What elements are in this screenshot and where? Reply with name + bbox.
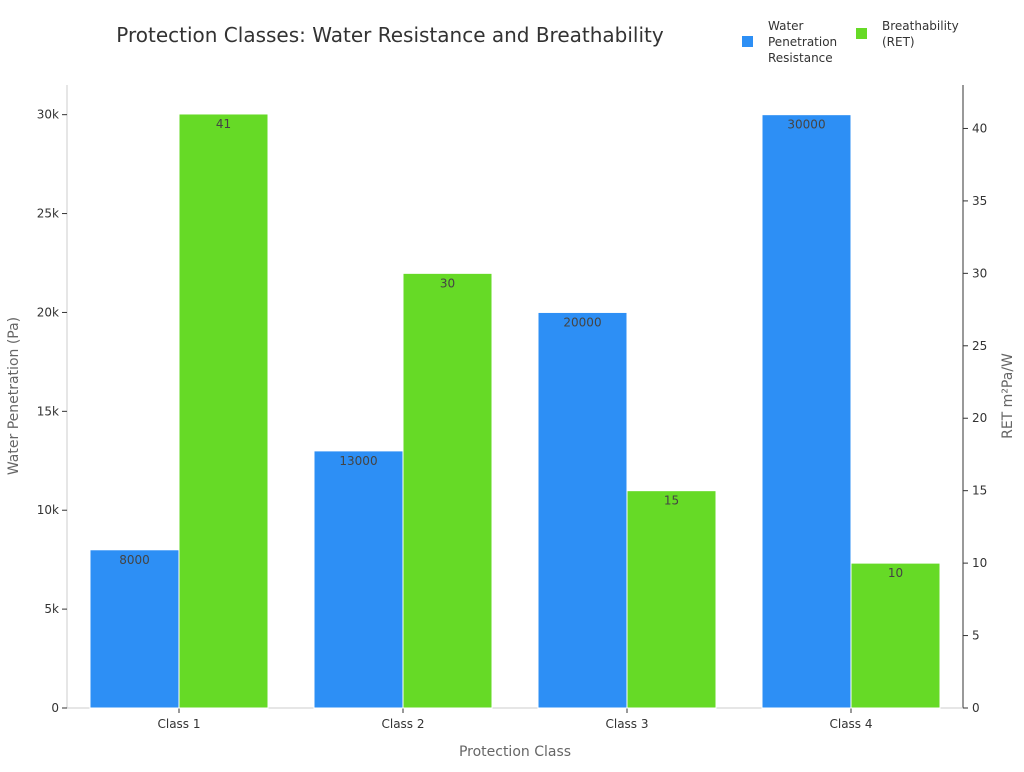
y2-tick-label: 5 xyxy=(972,629,980,643)
y2-tick-label: 35 xyxy=(972,194,987,208)
data-label: 20000 xyxy=(563,315,601,329)
data-label: 30 xyxy=(440,276,455,290)
y2-tick-label: 20 xyxy=(972,411,987,425)
bar xyxy=(313,450,404,709)
legend-label: Water xyxy=(768,19,804,33)
x-tick-label: Class 1 xyxy=(157,717,200,731)
bar xyxy=(178,113,269,709)
y2-tick-label: 30 xyxy=(972,266,987,280)
data-label: 13000 xyxy=(339,454,377,468)
bar xyxy=(89,549,180,709)
data-label: 8000 xyxy=(119,553,150,567)
legend-label: (RET) xyxy=(882,35,915,49)
y2-tick-label: 25 xyxy=(972,339,987,353)
y-tick-label: 0 xyxy=(51,701,59,715)
legend-label: Resistance xyxy=(768,51,833,65)
y-tick-label: 30k xyxy=(37,108,59,122)
y-tick-label: 5k xyxy=(44,602,59,616)
y-tick-label: 10k xyxy=(37,503,59,517)
y2-tick-label: 10 xyxy=(972,556,987,570)
y2-tick-label: 15 xyxy=(972,484,987,498)
data-label: 30000 xyxy=(787,118,825,132)
y2-axis-label: RET m²Pa/W xyxy=(1000,353,1016,439)
legend-swatch xyxy=(742,36,753,47)
bar xyxy=(626,490,717,709)
legend-label: Penetration xyxy=(768,35,837,49)
x-tick-label: Class 3 xyxy=(605,717,648,731)
bar xyxy=(402,272,493,709)
y-axis-label: Water Penetration (Pa) xyxy=(6,317,22,475)
legend-label: Breathability xyxy=(882,19,959,33)
bar xyxy=(761,114,852,709)
legend-swatch xyxy=(856,28,867,39)
data-label: 10 xyxy=(888,566,903,580)
data-label: 15 xyxy=(664,494,679,508)
data-label: 41 xyxy=(216,117,231,131)
y2-tick-label: 0 xyxy=(972,701,980,715)
bar xyxy=(850,562,941,709)
x-axis-label: Protection Class xyxy=(459,744,571,760)
y2-tick-label: 40 xyxy=(972,121,987,135)
y-tick-label: 20k xyxy=(37,305,59,319)
x-tick-label: Class 2 xyxy=(381,717,424,731)
x-tick-label: Class 4 xyxy=(829,717,872,731)
chart-title: Protection Classes: Water Resistance and… xyxy=(116,23,664,47)
y-tick-label: 25k xyxy=(37,207,59,221)
y-tick-label: 15k xyxy=(37,404,59,418)
bar xyxy=(537,311,628,709)
